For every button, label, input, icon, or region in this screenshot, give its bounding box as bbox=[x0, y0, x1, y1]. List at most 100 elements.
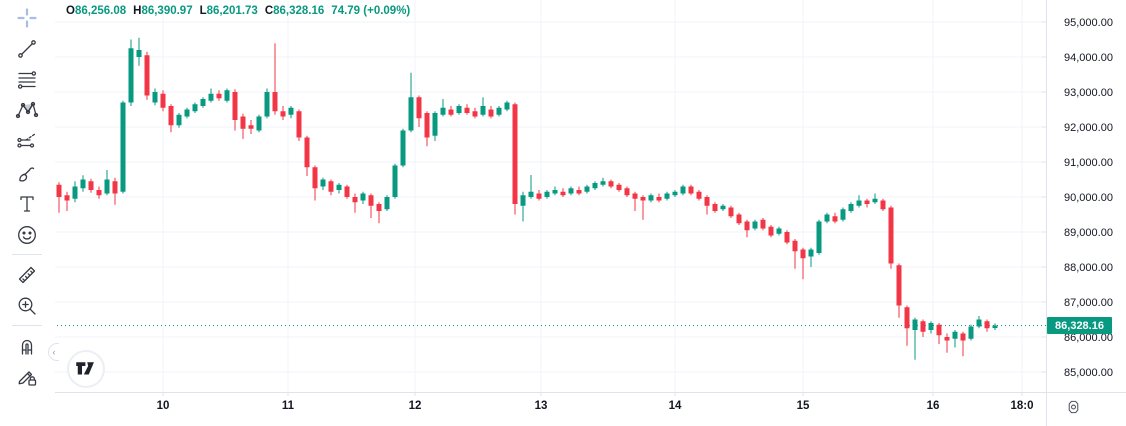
candle-body bbox=[176, 114, 182, 126]
candle-body bbox=[592, 183, 598, 189]
candle-body bbox=[832, 216, 838, 222]
time-axis[interactable] bbox=[55, 393, 1046, 426]
candle-body bbox=[416, 97, 422, 119]
candle-body bbox=[736, 214, 742, 224]
candle-body bbox=[784, 232, 790, 243]
candle-body bbox=[960, 333, 966, 341]
candle-body bbox=[432, 113, 438, 136]
candle-body bbox=[152, 92, 158, 103]
candle-body bbox=[200, 99, 206, 106]
candle-body bbox=[744, 221, 750, 231]
candle-body bbox=[584, 186, 590, 192]
candle-body bbox=[648, 195, 654, 201]
trend-line-tool-button[interactable] bbox=[10, 33, 44, 64]
close-value: 86,328.16 bbox=[273, 5, 325, 17]
candle-body bbox=[936, 324, 942, 336]
draw-lock-icon bbox=[15, 365, 39, 389]
candle-body bbox=[224, 90, 230, 101]
candle-body bbox=[816, 221, 822, 253]
xabcd-pattern-tool-button[interactable] bbox=[10, 95, 44, 126]
candle-body bbox=[232, 92, 238, 120]
projection-lines-tool-button[interactable] bbox=[10, 126, 44, 157]
tradingview-logo-icon bbox=[76, 362, 94, 375]
candle-body bbox=[64, 195, 70, 201]
candle-body bbox=[880, 200, 886, 210]
candle-body bbox=[608, 181, 614, 187]
candle-body bbox=[112, 181, 118, 194]
candle-body bbox=[216, 93, 222, 99]
candle-body bbox=[872, 198, 878, 203]
candle-body bbox=[728, 207, 734, 217]
candle-body bbox=[888, 207, 894, 264]
toolbar-divider bbox=[12, 325, 42, 326]
candle-body bbox=[88, 181, 94, 190]
candle-body bbox=[128, 48, 134, 103]
candle-body bbox=[440, 107, 446, 115]
open-label: O bbox=[66, 5, 75, 17]
candle-body bbox=[600, 181, 606, 185]
axis-settings-button[interactable] bbox=[1062, 397, 1084, 417]
tradingview-watermark bbox=[67, 350, 105, 388]
candle-body bbox=[288, 107, 294, 115]
candle-body bbox=[80, 179, 86, 189]
open-value: 86,256.08 bbox=[74, 5, 127, 17]
candle-body bbox=[296, 111, 302, 138]
zoom-in-tool-button[interactable] bbox=[10, 290, 44, 321]
candle-body bbox=[656, 197, 662, 201]
candle-body bbox=[552, 190, 558, 194]
candle-body bbox=[928, 323, 934, 330]
toolbar-collapse-tab[interactable]: ‹ bbox=[48, 343, 59, 361]
candle-body bbox=[352, 197, 358, 203]
magnet-icon bbox=[15, 334, 39, 358]
candle-body bbox=[696, 191, 702, 199]
candle-body bbox=[480, 106, 486, 115]
candle-body bbox=[688, 186, 694, 194]
candle-body bbox=[168, 106, 174, 126]
text-tool-button[interactable] bbox=[10, 188, 44, 219]
xabcd-pattern-icon bbox=[15, 99, 39, 123]
candle-body bbox=[568, 188, 574, 194]
candle-body bbox=[984, 321, 990, 329]
candle-body bbox=[992, 325, 998, 329]
candle-body bbox=[672, 191, 678, 196]
candle-body bbox=[400, 130, 406, 166]
candle-body bbox=[632, 193, 638, 199]
brush-tool-button[interactable] bbox=[10, 157, 44, 188]
candle-body bbox=[368, 195, 374, 206]
candle-body bbox=[912, 319, 918, 330]
ruler-tool-button[interactable] bbox=[10, 259, 44, 290]
candle-body bbox=[760, 219, 766, 229]
candle-body bbox=[192, 104, 198, 112]
candle-body bbox=[776, 228, 782, 234]
candle-body bbox=[616, 184, 622, 190]
candle-body bbox=[72, 186, 78, 199]
ohlc-legend: O86,256.08 H86,390.97 L86,201.73 C86,328.16… bbox=[66, 5, 410, 17]
candle-body bbox=[280, 111, 286, 117]
gear-icon bbox=[1068, 400, 1078, 414]
draw-lock-tool-button[interactable] bbox=[10, 361, 44, 392]
candle-body bbox=[720, 205, 726, 210]
candle-body bbox=[952, 331, 958, 339]
candle-body bbox=[800, 249, 806, 259]
candle-body bbox=[160, 93, 166, 108]
candle-body bbox=[536, 193, 542, 199]
magnet-tool-button[interactable] bbox=[10, 330, 44, 361]
fib-retracement-tool-button[interactable] bbox=[10, 64, 44, 95]
candle-body bbox=[624, 188, 630, 196]
last-price-badge: 86,328.16 bbox=[1047, 317, 1112, 334]
candle-body bbox=[512, 104, 518, 204]
crosshair-tool-button[interactable] bbox=[10, 2, 44, 33]
candle-body bbox=[528, 191, 534, 197]
candle-body bbox=[144, 55, 150, 96]
change-value: 74.79 (+0.09%) bbox=[331, 5, 411, 17]
candle-body bbox=[920, 321, 926, 332]
candle-body bbox=[768, 226, 774, 236]
drawing-toolbar bbox=[0, 0, 54, 426]
candle-body bbox=[456, 106, 462, 113]
emoji-tool-button[interactable] bbox=[10, 219, 44, 250]
candle-body bbox=[96, 190, 102, 196]
candle-body bbox=[504, 102, 510, 110]
candle-body bbox=[712, 204, 718, 211]
low-value: 86,201.73 bbox=[206, 5, 258, 17]
